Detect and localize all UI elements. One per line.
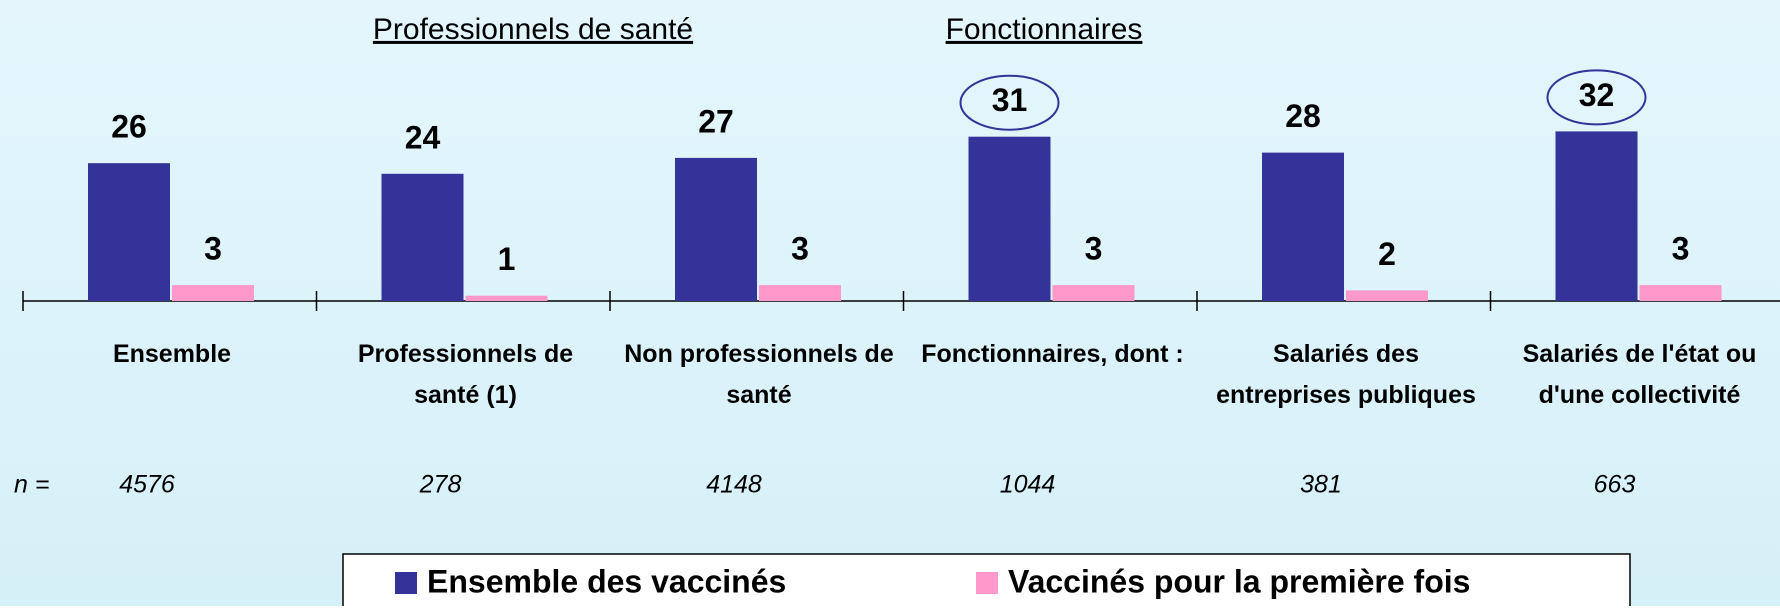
value-label: 3 — [204, 231, 222, 267]
bar — [1555, 131, 1638, 301]
value-label: 3 — [791, 231, 809, 267]
n-label: n = — [14, 471, 49, 499]
highlight-circle — [959, 74, 1060, 131]
bar — [1346, 290, 1428, 301]
value-label: 28 — [1285, 98, 1321, 134]
value-label: 3 — [1085, 231, 1103, 267]
x-tick-label: Fonctionnaires, dont : — [921, 340, 1184, 368]
x-tick-label: Salariés des entreprises publiques — [1216, 340, 1476, 409]
heading: Professionnels de santé — [373, 13, 693, 46]
n-value: 4148 — [706, 471, 762, 499]
n-value: 1044 — [1000, 471, 1056, 499]
value-label: 24 — [405, 119, 441, 155]
bar — [172, 285, 254, 301]
legend-swatch — [976, 572, 998, 594]
bar — [381, 173, 464, 301]
x-tick-label: Non professionnels de santé — [624, 340, 894, 409]
category-label-box: Non professionnels de santé — [624, 340, 894, 409]
bar — [1262, 152, 1344, 301]
legend-label: Ensemble des vaccinés — [427, 563, 786, 599]
x-tick-label: Professionnels de santé (1) — [357, 340, 574, 409]
value-label: 1 — [498, 241, 516, 277]
category-label-box: Salariés des entreprises publiques — [1216, 340, 1476, 409]
highlight-circle — [1546, 69, 1647, 126]
bar — [759, 285, 841, 301]
category-label-box: Fonctionnaires, dont : — [921, 340, 1184, 368]
n-value: 381 — [1300, 471, 1342, 499]
value-label: 2 — [1378, 236, 1396, 272]
n-value: 4576 — [119, 471, 175, 499]
category-label-box: Salariés de l'état ou d'une collectivité — [1522, 340, 1757, 409]
bar — [1052, 285, 1135, 301]
legend-swatch — [395, 572, 417, 594]
bar — [968, 136, 1051, 301]
bar — [465, 295, 548, 301]
value-label: 26 — [111, 109, 147, 145]
heading: Fonctionnaires — [946, 13, 1143, 46]
x-tick-label: Ensemble — [112, 340, 232, 368]
value-label: 32 — [1579, 77, 1615, 113]
value-label: 27 — [698, 103, 734, 139]
category-label-box: Professionnels de santé (1) — [357, 340, 574, 409]
bar — [1639, 285, 1722, 301]
n-value: 663 — [1594, 471, 1636, 499]
bar — [675, 157, 757, 301]
legend-label: Vaccinés pour la première fois — [1008, 563, 1470, 599]
x-tick-label: Salariés de l'état ou d'une collectivité — [1522, 340, 1757, 409]
value-label: 31 — [992, 82, 1028, 118]
bar — [88, 163, 170, 301]
category-label-box: Ensemble — [112, 340, 232, 368]
value-label: 3 — [1672, 231, 1690, 267]
n-value: 278 — [419, 471, 462, 499]
